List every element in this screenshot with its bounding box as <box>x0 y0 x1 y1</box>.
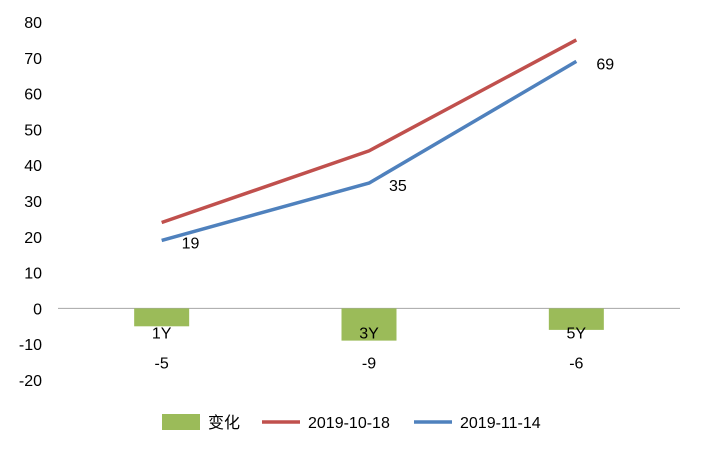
y-tick-label: -10 <box>19 337 42 354</box>
bar <box>134 308 190 327</box>
series-line <box>161 59 578 243</box>
legend-label: 2019-11-14 <box>460 415 541 432</box>
y-tick-label: 10 <box>24 266 42 283</box>
line-data-label: 69 <box>596 56 614 73</box>
line-data-label: 19 <box>182 235 200 252</box>
line-series <box>161 38 578 243</box>
x-axis-category-labels: 1Y 3Y 5Y <box>152 325 587 342</box>
y-tick-label: 70 <box>24 51 42 68</box>
y-tick-label: 30 <box>24 194 42 211</box>
x-category-label: 1Y <box>152 325 172 342</box>
legend: 变化 2019-10-18 2019-11-14 <box>162 414 541 432</box>
y-tick-label: 20 <box>24 230 42 247</box>
x-category-label: 5Y <box>567 325 587 342</box>
legend-swatch <box>162 414 200 430</box>
y-tick-label: 40 <box>24 158 42 175</box>
bar-data-label: -5 <box>155 355 169 372</box>
bar <box>548 308 604 330</box>
data-labels: -5 -9 -6 19 35 69 <box>155 56 615 372</box>
y-tick-label: 0 <box>33 301 42 318</box>
y-tick-label: 80 <box>24 15 42 32</box>
legend-label: 2019-10-18 <box>308 415 390 432</box>
y-axis-tick-labels: 80 70 60 50 40 30 20 10 0 -10 -20 <box>19 15 42 390</box>
series-line <box>161 38 578 225</box>
line-data-label: 35 <box>389 178 407 195</box>
y-tick-label: 50 <box>24 122 42 139</box>
bar-data-label: -9 <box>362 355 376 372</box>
legend-label: 变化 <box>208 414 240 432</box>
y-tick-label: -20 <box>19 373 42 390</box>
bar-series <box>134 308 604 341</box>
bar-data-label: -6 <box>569 355 583 372</box>
bar <box>341 308 397 341</box>
x-category-label: 3Y <box>359 325 379 342</box>
y-tick-label: 60 <box>24 87 42 104</box>
